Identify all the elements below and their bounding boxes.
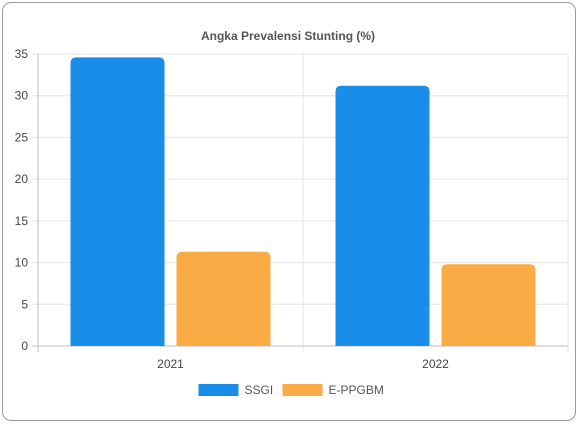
y-axis: 0 5 10 15 20 25 30 35 xyxy=(15,47,29,353)
bar-ssgi-2021[interactable] xyxy=(70,57,165,346)
x-tick-label: 2022 xyxy=(422,357,449,371)
y-tick-label: 10 xyxy=(15,256,29,270)
y-tick-label: 15 xyxy=(15,214,29,228)
bar-e-ppgbm-2021[interactable] xyxy=(176,251,271,346)
bar-e-ppgbm-2022[interactable] xyxy=(441,264,536,346)
x-tick-label: 2021 xyxy=(157,357,184,371)
y-tick-label: 0 xyxy=(21,339,28,353)
y-tick-label: 5 xyxy=(21,297,28,311)
x-axis: 2021 2022 xyxy=(157,357,449,371)
y-tick-label: 20 xyxy=(15,172,29,186)
bar-ssgi-2022[interactable] xyxy=(335,85,430,347)
y-tick-label: 25 xyxy=(15,130,29,144)
legend-label[interactable]: SSGI xyxy=(245,383,274,397)
y-tick-label: 30 xyxy=(15,89,29,103)
chart-title: Angka Prevalensi Stunting (%) xyxy=(201,29,375,43)
legend-swatch-e-ppgbm[interactable] xyxy=(282,384,323,396)
legend-label[interactable]: E-PPGBM xyxy=(329,383,384,397)
y-tick-label: 35 xyxy=(15,47,29,61)
bars xyxy=(70,57,536,347)
legend-swatch-ssgi[interactable] xyxy=(198,384,239,396)
legend: SSGI E-PPGBM xyxy=(198,383,384,397)
